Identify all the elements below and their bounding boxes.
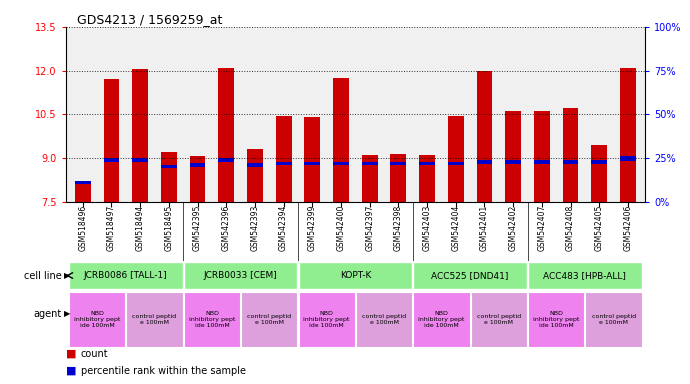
Bar bbox=[218, 68, 234, 202]
Bar bbox=[356, 292, 412, 347]
Bar bbox=[161, 152, 177, 202]
Bar bbox=[241, 292, 297, 347]
Text: GSM542405: GSM542405 bbox=[595, 205, 604, 251]
Text: ■: ■ bbox=[66, 349, 76, 359]
Bar bbox=[299, 262, 412, 289]
Bar bbox=[75, 180, 90, 184]
Text: NBD
inhibitory pept
ide 100mM: NBD inhibitory pept ide 100mM bbox=[74, 311, 120, 328]
Bar bbox=[362, 162, 377, 165]
Text: GSM542401: GSM542401 bbox=[480, 205, 489, 251]
Bar bbox=[448, 116, 464, 202]
Text: ■: ■ bbox=[66, 366, 76, 376]
Text: agent: agent bbox=[34, 309, 62, 319]
Text: GSM518497: GSM518497 bbox=[107, 205, 116, 251]
Bar bbox=[132, 69, 148, 202]
Text: count: count bbox=[81, 349, 108, 359]
Text: control peptid
e 100mM: control peptid e 100mM bbox=[132, 314, 177, 325]
Bar bbox=[75, 183, 90, 202]
Bar bbox=[276, 116, 291, 202]
Bar bbox=[420, 155, 435, 202]
Text: GSM542396: GSM542396 bbox=[221, 205, 230, 251]
Bar bbox=[304, 162, 320, 165]
Bar bbox=[562, 108, 578, 202]
Text: control peptid
e 100mM: control peptid e 100mM bbox=[247, 314, 291, 325]
Text: GSM542404: GSM542404 bbox=[451, 205, 460, 251]
Bar bbox=[247, 149, 263, 202]
Bar bbox=[620, 68, 635, 202]
Bar bbox=[190, 156, 206, 202]
Text: cell line: cell line bbox=[24, 270, 62, 281]
Text: KOPT-K: KOPT-K bbox=[339, 271, 371, 280]
Bar bbox=[534, 111, 550, 202]
Bar bbox=[69, 262, 183, 289]
Text: GSM542408: GSM542408 bbox=[566, 205, 575, 251]
Bar bbox=[391, 162, 406, 165]
Bar bbox=[413, 262, 527, 289]
Text: ACC483 [HPB-ALL]: ACC483 [HPB-ALL] bbox=[544, 271, 627, 280]
Text: GSM542397: GSM542397 bbox=[365, 205, 374, 251]
Text: control peptid
e 100mM: control peptid e 100mM bbox=[477, 314, 521, 325]
Text: GSM542407: GSM542407 bbox=[538, 205, 546, 251]
Bar bbox=[620, 156, 635, 161]
Text: ACC525 [DND41]: ACC525 [DND41] bbox=[431, 271, 509, 280]
Bar bbox=[586, 292, 642, 347]
Text: GSM518494: GSM518494 bbox=[136, 205, 145, 251]
Bar bbox=[528, 262, 642, 289]
Bar bbox=[477, 160, 493, 164]
Bar bbox=[477, 71, 493, 202]
Text: NBD
inhibitory pept
ide 100mM: NBD inhibitory pept ide 100mM bbox=[418, 311, 464, 328]
Text: GSM542402: GSM542402 bbox=[509, 205, 518, 251]
Bar bbox=[362, 155, 377, 202]
Text: ▶: ▶ bbox=[64, 271, 70, 280]
Bar bbox=[333, 162, 349, 165]
Bar bbox=[528, 292, 584, 347]
Bar bbox=[413, 292, 470, 347]
Bar bbox=[505, 160, 521, 164]
Bar bbox=[276, 162, 291, 165]
Text: GSM542399: GSM542399 bbox=[308, 205, 317, 251]
Bar bbox=[391, 154, 406, 202]
Text: GSM542400: GSM542400 bbox=[337, 205, 346, 251]
Text: GSM542395: GSM542395 bbox=[193, 205, 202, 251]
Bar bbox=[247, 163, 263, 167]
Bar bbox=[190, 163, 206, 167]
Bar bbox=[562, 160, 578, 164]
Text: GSM542406: GSM542406 bbox=[624, 205, 633, 251]
Bar bbox=[333, 78, 349, 202]
Bar bbox=[69, 292, 125, 347]
Text: ▶: ▶ bbox=[64, 309, 70, 318]
Bar bbox=[184, 292, 240, 347]
Text: JCRB0033 [CEM]: JCRB0033 [CEM] bbox=[204, 271, 277, 280]
Text: NBD
inhibitory pept
ide 100mM: NBD inhibitory pept ide 100mM bbox=[188, 311, 235, 328]
Text: percentile rank within the sample: percentile rank within the sample bbox=[81, 366, 246, 376]
Bar bbox=[104, 158, 119, 162]
Bar bbox=[161, 165, 177, 168]
Bar bbox=[132, 158, 148, 162]
Bar bbox=[471, 292, 527, 347]
Text: GSM542394: GSM542394 bbox=[279, 205, 288, 251]
Bar bbox=[591, 160, 607, 164]
Bar bbox=[505, 111, 521, 202]
Text: NBD
inhibitory pept
ide 100mM: NBD inhibitory pept ide 100mM bbox=[304, 311, 350, 328]
Text: control peptid
e 100mM: control peptid e 100mM bbox=[362, 314, 406, 325]
Text: GSM542403: GSM542403 bbox=[422, 205, 431, 251]
Bar bbox=[299, 292, 355, 347]
Bar bbox=[534, 160, 550, 164]
Text: GSM542398: GSM542398 bbox=[394, 205, 403, 251]
Text: JCRB0086 [TALL-1]: JCRB0086 [TALL-1] bbox=[84, 271, 168, 280]
Bar bbox=[448, 162, 464, 165]
Bar bbox=[126, 292, 183, 347]
Text: GSM518496: GSM518496 bbox=[78, 205, 87, 251]
Text: NBD
inhibitory pept
ide 100mM: NBD inhibitory pept ide 100mM bbox=[533, 311, 580, 328]
Text: control peptid
e 100mM: control peptid e 100mM bbox=[591, 314, 635, 325]
Text: GSM542393: GSM542393 bbox=[250, 205, 259, 251]
Bar bbox=[184, 262, 297, 289]
Bar bbox=[420, 162, 435, 165]
Bar bbox=[218, 158, 234, 162]
Bar bbox=[304, 117, 320, 202]
Bar bbox=[591, 145, 607, 202]
Text: GSM518495: GSM518495 bbox=[164, 205, 173, 251]
Bar bbox=[104, 79, 119, 202]
Text: GDS4213 / 1569259_at: GDS4213 / 1569259_at bbox=[77, 13, 222, 26]
